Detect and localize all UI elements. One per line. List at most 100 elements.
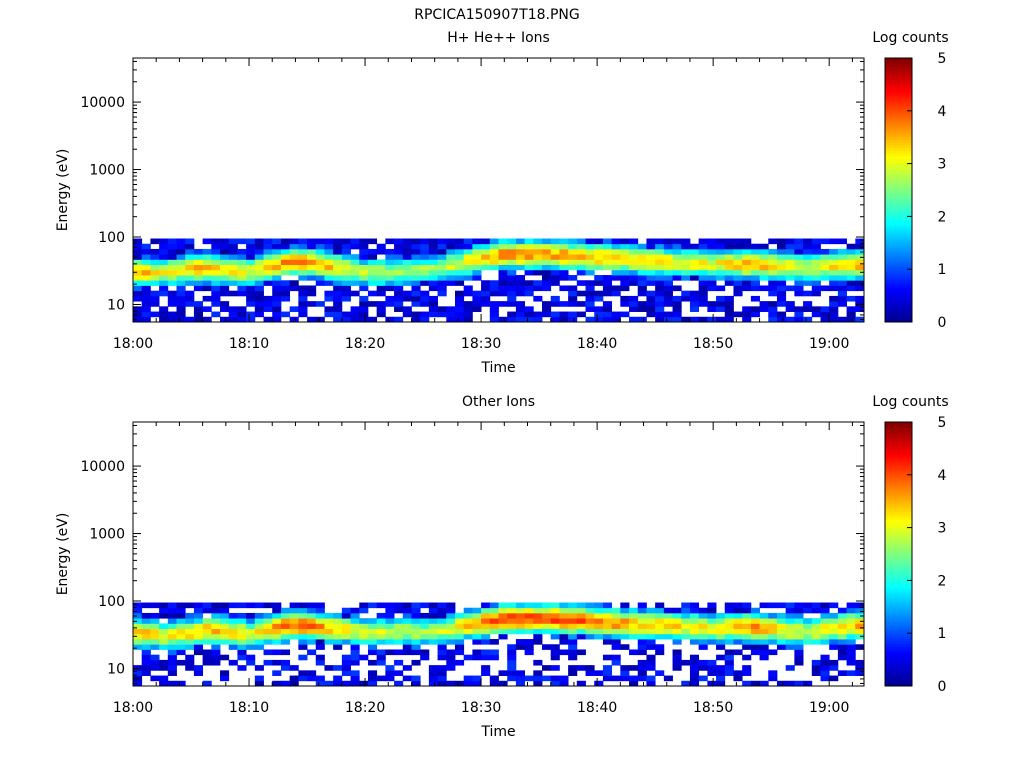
heatmap-cell: [785, 238, 795, 245]
heatmap-cell: [333, 644, 343, 650]
heatmap-cell: [524, 259, 534, 266]
heatmap-cell: [776, 628, 787, 635]
heatmap-cell: [568, 649, 578, 656]
heatmap-cell: [550, 238, 560, 245]
x-tick-label: 18:00: [113, 700, 153, 716]
colorbar-step: [885, 488, 912, 492]
heatmap-cell: [185, 301, 195, 307]
heatmap-cell: [254, 285, 264, 292]
heatmap-cell: [211, 639, 221, 645]
heatmap-cell: [394, 264, 404, 271]
heatmap-cell: [446, 649, 456, 656]
heatmap-cell: [794, 618, 804, 624]
heatmap-cell: [629, 259, 639, 266]
heatmap-cell: [437, 680, 447, 687]
heatmap-cell: [307, 264, 317, 271]
colorbar-step: [885, 224, 912, 228]
heatmap-cell: [568, 295, 578, 302]
heatmap-cell: [280, 259, 291, 266]
heatmap-cell: [289, 306, 299, 312]
heatmap-cell: [507, 675, 517, 682]
heatmap-cell: [646, 675, 656, 682]
heatmap-cell: [507, 254, 517, 260]
heatmap-cell: [307, 238, 317, 245]
heatmap-cell: [594, 311, 604, 318]
heatmap-cell: [698, 248, 708, 255]
heatmap-cell: [193, 306, 204, 312]
heatmap-cell: [550, 618, 560, 624]
heatmap-cell: [776, 254, 787, 260]
heatmap-cell: [733, 290, 743, 297]
heatmap-cell: [785, 254, 795, 260]
heatmap-cell: [750, 639, 760, 645]
heatmap-cell: [585, 633, 595, 640]
heatmap-cell: [550, 602, 560, 609]
heatmap-cell: [620, 248, 630, 255]
heatmap-cell: [742, 612, 752, 619]
colorbar-step: [885, 176, 912, 180]
heatmap-cell: [220, 254, 230, 260]
heatmap-cell: [594, 238, 604, 245]
heatmap-cell: [246, 618, 256, 624]
heatmap-cell: [663, 612, 673, 619]
heatmap-cell: [472, 248, 482, 255]
heatmap-cell: [776, 612, 787, 619]
heatmap-cell: [254, 259, 264, 266]
heatmap-cell: [837, 269, 847, 276]
heatmap-cell: [663, 254, 673, 260]
heatmap-cell: [602, 675, 613, 682]
heatmap-cell: [133, 311, 143, 318]
heatmap-cell: [820, 264, 830, 271]
colorbar-step: [885, 464, 912, 468]
heatmap-cell: [280, 290, 291, 297]
heatmap-cell: [803, 618, 813, 624]
heatmap-cell: [454, 248, 465, 255]
heatmap-cell: [637, 649, 647, 656]
x-tick-label: 18:30: [461, 336, 501, 352]
heatmap-cell: [759, 618, 769, 624]
heatmap-cell: [167, 243, 177, 250]
heatmap-cell: [568, 248, 578, 255]
colorbar-step: [885, 583, 912, 587]
heatmap-cell: [133, 618, 143, 624]
colorbar-step: [885, 266, 912, 270]
heatmap-cell: [167, 607, 177, 614]
heatmap-cell: [272, 243, 282, 250]
heatmap-cell: [655, 275, 665, 281]
heatmap-cell: [167, 295, 177, 302]
heatmap-cell: [141, 275, 151, 281]
heatmap-cell: [533, 623, 543, 630]
heatmap-cell: [228, 280, 238, 286]
heatmap-cell: [542, 285, 552, 292]
heatmap-cell: [185, 243, 195, 250]
heatmap-cell: [324, 254, 334, 260]
heatmap-cell: [446, 618, 456, 624]
heatmap-cell: [193, 649, 204, 656]
heatmap-cell: [402, 254, 412, 260]
heatmap-cell: [289, 618, 299, 624]
heatmap-cell: [689, 301, 700, 307]
heatmap-cell: [707, 254, 717, 260]
colorbar-step: [885, 620, 912, 624]
heatmap-cell: [246, 654, 256, 661]
heatmap-cell: [437, 649, 447, 656]
heatmap-cell: [811, 623, 821, 630]
heatmap-cell: [202, 275, 212, 281]
colorbar-step: [885, 551, 912, 555]
heatmap-cell: [559, 607, 569, 614]
colorbar-step: [885, 538, 912, 542]
heatmap-cell: [559, 301, 569, 307]
heatmap-cell: [533, 675, 543, 682]
heatmap-cell: [437, 285, 447, 292]
colorbar-step: [885, 290, 912, 294]
heatmap-cell: [428, 623, 438, 630]
colorbar-step: [885, 546, 912, 550]
heatmap-cell: [350, 649, 360, 656]
heatmap-cell: [237, 654, 247, 661]
heatmap-cell: [689, 665, 700, 671]
heatmap-cell: [550, 665, 560, 671]
colorbar-step: [885, 456, 912, 460]
heatmap-cell: [298, 264, 308, 271]
heatmap-cell: [811, 243, 821, 250]
